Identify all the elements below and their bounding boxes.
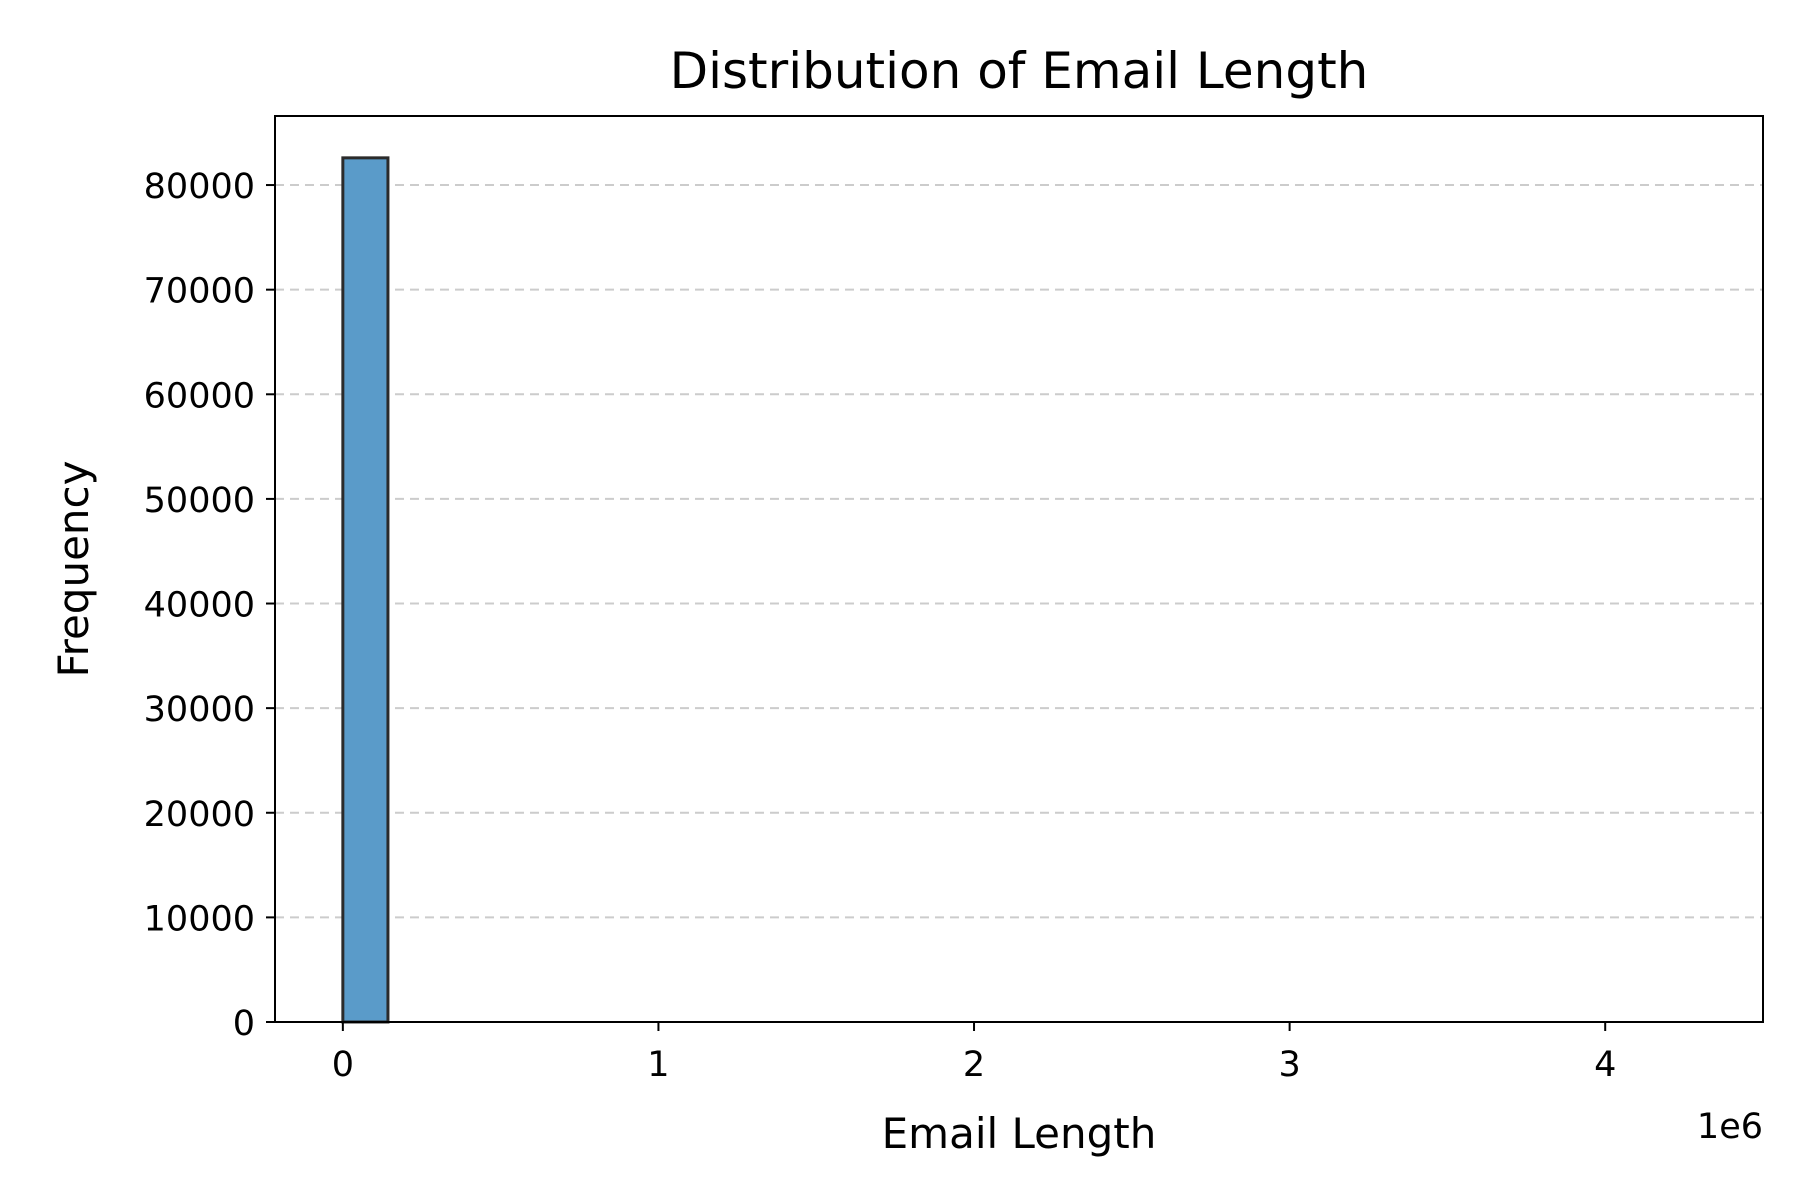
x-ticks: 0 1 2 3 4 — [332, 1022, 1616, 1085]
y-tick-label: 50000 — [144, 481, 255, 521]
x-tick-label: 2 — [963, 1045, 985, 1085]
y-tick-label: 20000 — [144, 795, 255, 835]
y-tick-label: 10000 — [144, 899, 255, 939]
x-axis-label: Email Length — [882, 1109, 1157, 1158]
x-tick-label: 1 — [647, 1045, 669, 1085]
y-tick-label: 0 — [233, 1004, 255, 1044]
y-ticks: 0 10000 20000 30000 40000 50000 60000 70000 8000… — [144, 167, 275, 1044]
x-tick-label: 3 — [1278, 1045, 1300, 1085]
y-tick-label: 60000 — [144, 376, 255, 416]
plot-frame — [274, 115, 1764, 1023]
x-tick-label: 0 — [332, 1045, 354, 1085]
y-tick-label: 80000 — [144, 167, 255, 207]
x-axis-offset-label: 1e6 — [1697, 1107, 1763, 1147]
y-tick-label: 70000 — [144, 272, 255, 312]
chart-title: Distribution of Email Length — [670, 42, 1369, 100]
bars — [341, 156, 390, 1024]
x-tick-label: 4 — [1594, 1045, 1616, 1085]
grid-lines — [275, 184, 1763, 919]
y-axis-label: Frequency — [49, 461, 98, 678]
y-tick-label: 40000 — [144, 586, 255, 626]
y-tick-label: 30000 — [144, 690, 255, 730]
histogram-bar — [341, 156, 390, 1024]
